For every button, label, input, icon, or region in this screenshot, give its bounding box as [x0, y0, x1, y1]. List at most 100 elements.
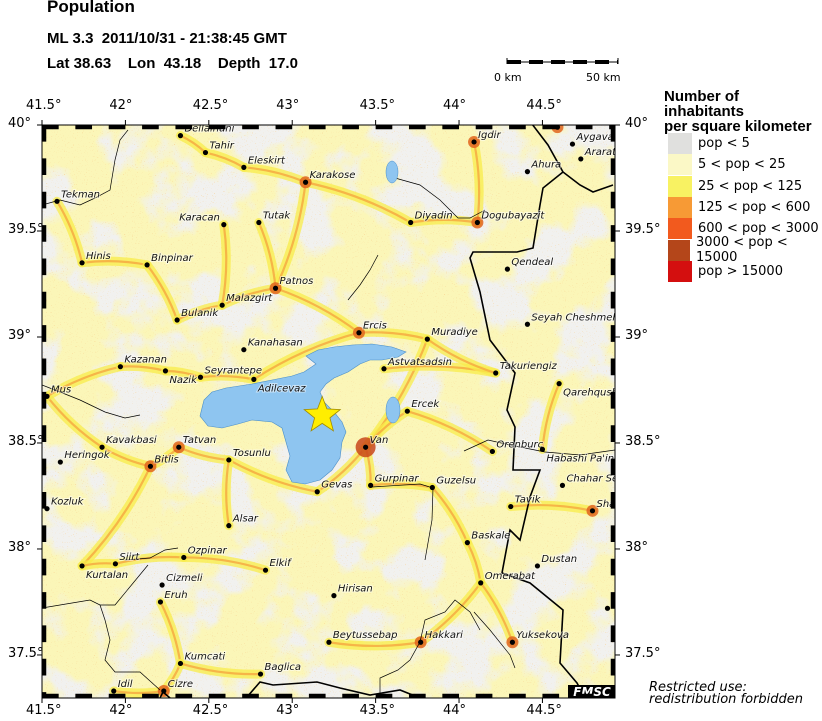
- city-marker[interactable]: Tekman: [54, 188, 101, 204]
- city-marker[interactable]: Malazgirt: [219, 292, 274, 308]
- city-label: Kanahasan: [248, 338, 303, 349]
- city-marker[interactable]: Tutak: [256, 210, 292, 226]
- legend-item: 600 < pop < 3000: [668, 218, 819, 240]
- city-marker[interactable]: Heringok: [57, 449, 112, 465]
- city-marker[interactable]: Kanahasan: [241, 337, 304, 353]
- city-marker[interactable]: Guzelsu: [429, 474, 477, 491]
- city-marker[interactable]: Kurtalan: [79, 563, 129, 582]
- city-dot: [157, 599, 164, 605]
- city-marker[interactable]: Eruh: [157, 589, 189, 605]
- city-marker[interactable]: Gevas: [314, 479, 353, 495]
- city-marker[interactable]: Siirt: [112, 551, 141, 567]
- city-marker[interactable]: Nazik: [162, 368, 199, 387]
- epicenter-star-icon[interactable]: [303, 395, 342, 432]
- city-label: Kazanan: [124, 355, 167, 366]
- city-marker[interactable]: Eleskirt: [241, 154, 287, 170]
- city-marker[interactable]: Dustan: [534, 553, 578, 569]
- city-marker[interactable]: Ahura: [524, 159, 562, 175]
- city-marker[interactable]: Karakose: [302, 169, 356, 185]
- city-dot: [54, 198, 60, 204]
- city-marker[interactable]: Qarehqush: [556, 381, 618, 400]
- city-marker[interactable]: Igdir: [471, 129, 502, 145]
- city-label: Gurpinar: [375, 473, 420, 484]
- city-marker[interactable]: Dellalhani: [177, 124, 236, 139]
- city-marker[interactable]: Elkif: [262, 557, 293, 573]
- city-label: Habashi Pa'in: [546, 453, 614, 464]
- city-marker[interactable]: Astvatsadsin: [381, 356, 453, 372]
- city-marker[interactable]: Chahar Se: [559, 472, 618, 488]
- lakes: [199, 160, 407, 485]
- city-marker[interactable]: Diyadin: [408, 210, 454, 226]
- city-label: Hinis: [86, 251, 111, 262]
- city-marker[interactable]: Tahir: [202, 140, 236, 156]
- city-marker[interactable]: Karacan: [178, 212, 227, 228]
- city-marker[interactable]: Tavik: [508, 494, 543, 510]
- lat-tick-label-left: 37.5°: [8, 645, 44, 661]
- legend-swatch: [668, 239, 691, 261]
- city-label: Dustan: [541, 554, 577, 565]
- city-marker[interactable]: Adilcevaz: [251, 376, 307, 395]
- city-marker[interactable]: Hinis: [79, 250, 112, 266]
- city-marker[interactable]: Ercek: [404, 398, 441, 414]
- city-marker[interactable]: Cizmeli: [159, 572, 204, 588]
- city-marker[interactable]: Muradiye: [424, 326, 479, 342]
- city-marker[interactable]: Ozpinar: [181, 544, 229, 561]
- city-marker[interactable]: Yuksekova: [509, 629, 570, 645]
- city-marker[interactable]: Binpinar: [144, 252, 195, 268]
- city-marker[interactable]: Orenburc: [489, 438, 545, 455]
- city-label: Van: [370, 435, 389, 446]
- corridor-core: [327, 641, 422, 648]
- legend-swatch: [668, 260, 692, 282]
- city-marker[interactable]: Habashi Pa'in: [539, 446, 615, 465]
- city-marker[interactable]: Hirisan: [331, 583, 374, 599]
- city-dot: [404, 408, 410, 414]
- city-marker[interactable]: Qendeal: [504, 256, 554, 272]
- city-marker[interactable]: Patnos: [272, 275, 314, 291]
- city-dot: [162, 368, 169, 374]
- city-marker[interactable]: Van: [363, 434, 389, 450]
- city-marker[interactable]: Idil: [111, 678, 134, 694]
- corridor-core: [227, 458, 319, 493]
- city-marker[interactable]: Seyrantepe: [197, 364, 263, 380]
- city-marker[interactable]: Kumcati: [177, 650, 226, 667]
- city-marker[interactable]: Gurpinar: [368, 472, 420, 488]
- city-marker[interactable]: Kazanan: [117, 354, 168, 370]
- city-marker[interactable]: Dogubayazit: [474, 210, 546, 226]
- corridor-core: [406, 410, 494, 453]
- lon-tick-label-bottom: 44°: [443, 703, 467, 718]
- city-marker[interactable]: Baglica: [257, 661, 302, 677]
- city-marker[interactable]: Ercis: [356, 320, 388, 336]
- city-marker[interactable]: Bulanik: [174, 307, 220, 323]
- city-marker[interactable]: Omerabat: [478, 570, 537, 586]
- city-marker[interactable]: Beytussebap: [326, 629, 399, 645]
- city-marker[interactable]: Baskale: [464, 530, 511, 546]
- city-dot: [302, 179, 309, 185]
- city-marker[interactable]: Ararat: [578, 146, 617, 162]
- city-marker[interactable]: Sha: [589, 498, 615, 514]
- city-marker[interactable]: Tosunlu: [226, 447, 272, 463]
- city-marker[interactable]: Takuriengiz: [493, 360, 559, 376]
- city-label: Ercis: [363, 321, 387, 332]
- city-marker[interactable]: Mus: [44, 383, 72, 399]
- city-marker[interactable]: Seyah Cheshmeh: [524, 311, 619, 327]
- city-label: Patnos: [280, 276, 314, 287]
- city-label: Takuriengiz: [500, 361, 558, 372]
- city-marker[interactable]: Alsar: [226, 513, 260, 529]
- corridor-core: [479, 581, 514, 644]
- lat-tick-label-right: 38°: [625, 539, 649, 555]
- city-dot: [177, 660, 184, 667]
- city-marker[interactable]: Tatvan: [176, 434, 217, 450]
- city-label: Artashat: [560, 115, 605, 126]
- legend-label: 25 < pop < 125: [698, 178, 803, 194]
- corridor-core: [221, 223, 228, 307]
- city-label: Bulanik: [181, 308, 219, 319]
- city-marker[interactable]: Bitlis: [147, 453, 180, 469]
- province-boundary: [379, 599, 481, 698]
- province-boundary: [42, 384, 141, 419]
- city-dot: [509, 639, 516, 645]
- city-marker[interactable]: Hakkari: [418, 629, 464, 645]
- city-marker[interactable]: Kavakbasi: [99, 434, 158, 450]
- city-marker[interactable]: Aygavar: [569, 131, 619, 147]
- city-label: Bitlis: [154, 454, 178, 465]
- city-marker[interactable]: Cizre: [161, 678, 194, 694]
